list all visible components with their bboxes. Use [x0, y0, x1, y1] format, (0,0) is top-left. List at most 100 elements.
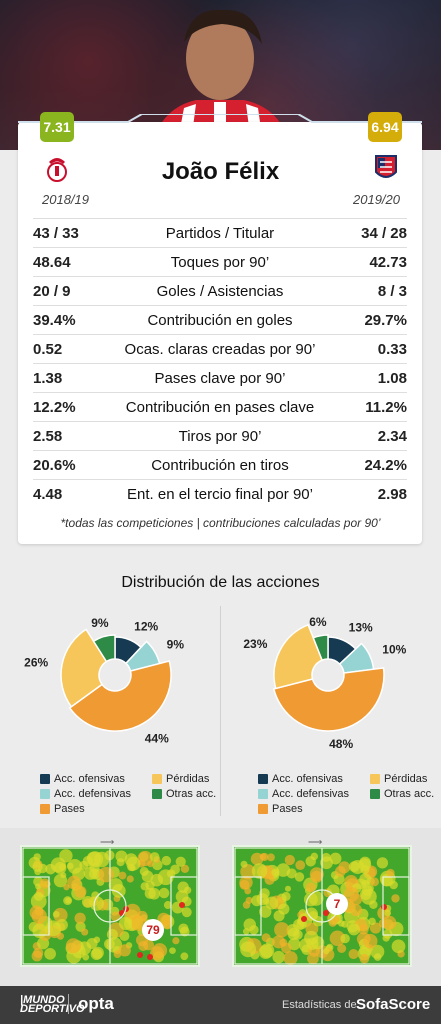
pitch-line [22, 876, 50, 936]
heat-spot [271, 868, 280, 877]
stat-label: Contribución en goles [147, 311, 293, 329]
stat-label: Ent. en el tercio final por 90’ [127, 485, 313, 503]
stat-left: 20 / 9 [33, 282, 71, 300]
heat-spot [166, 869, 176, 878]
heat-spot [118, 916, 133, 931]
slice-label: 6% [309, 615, 327, 629]
stat-row: 48.64 Toques por 90’ 42.73 [33, 247, 407, 276]
heat-spot [106, 928, 118, 941]
heat-spot [272, 950, 285, 964]
heat-spot [370, 877, 380, 887]
heat-spot [44, 948, 56, 960]
heat-spot [349, 893, 362, 906]
heat-spot [295, 860, 306, 871]
heat-spot [126, 875, 134, 883]
heat-spot [348, 949, 359, 960]
stat-left: 0.52 [33, 340, 63, 358]
heat-spot [359, 856, 371, 869]
heat-spot [284, 854, 296, 866]
stat-row: 20.6% Contribución en tiros 24.2% [33, 450, 407, 479]
player-name: João Félix [161, 158, 280, 185]
slice-label: 44% [145, 731, 169, 745]
heat-spot [161, 855, 172, 866]
heat-spot [278, 903, 290, 915]
heat-spot [148, 887, 161, 900]
stat-right: 29.7% [364, 311, 407, 329]
heat-spot [240, 860, 248, 868]
heat-spot [274, 922, 290, 938]
heat-spot [179, 926, 190, 937]
legend-label: Acc. defensivas [272, 788, 350, 800]
pitch-line [93, 889, 127, 923]
heat-spot [52, 910, 60, 918]
heat-spot [63, 896, 73, 906]
footnote: *todas las competiciones | contribucione… [60, 516, 381, 530]
heat-spot [264, 874, 275, 885]
heat-spot [150, 946, 165, 961]
heat-spot [261, 933, 271, 943]
legend-swatch [258, 804, 268, 814]
heat-spot [169, 947, 176, 955]
stat-label: Goles / Asistencias [156, 282, 284, 300]
heat-spot [347, 923, 360, 936]
heat-spot [74, 885, 87, 898]
heat-spot [244, 887, 252, 895]
legend-swatch [370, 789, 380, 799]
heat-hotspot [179, 902, 185, 908]
legend-swatch [152, 789, 162, 799]
stat-label: Contribución en pases clave [125, 398, 315, 416]
heat-spot [158, 887, 170, 899]
heat-spot [323, 947, 330, 955]
legend-label: Pases [54, 803, 85, 815]
heat-spot [304, 930, 319, 946]
heat-spot [180, 864, 190, 874]
legend-swatch [40, 804, 50, 814]
heat-spot [118, 871, 127, 880]
heat-spot [258, 945, 273, 960]
stats-card [18, 114, 422, 544]
heat-spot [31, 908, 47, 924]
heat-spot [384, 909, 391, 917]
legend-item-perdidas: Pérdidas [370, 773, 427, 785]
heat-spot [79, 860, 89, 870]
pie-chart-right: 13% 10% 48% 23% 6% [243, 615, 406, 751]
slice-pases [68, 660, 172, 732]
heat-spot [175, 856, 186, 867]
slice-label: 26% [24, 655, 48, 669]
heatmap-right: 7 [232, 845, 412, 967]
stat-left: 43 / 33 [33, 224, 79, 242]
heat-hotspot [301, 916, 307, 922]
divider [220, 606, 221, 816]
heatmap-canvas [22, 847, 198, 965]
stat-row: 39.4% Contribución en goles 29.7% [33, 305, 407, 334]
stat-right: 34 / 28 [361, 224, 407, 242]
heat-spot [240, 941, 257, 958]
heat-spot [181, 907, 192, 918]
heatmap-canvas [234, 847, 410, 965]
legend-swatch [152, 774, 162, 784]
season-right: 2019/20 [353, 192, 400, 207]
heat-spot [382, 915, 397, 930]
pitch-line [170, 876, 198, 936]
heat-spot [65, 938, 81, 954]
legend-swatch [258, 789, 268, 799]
heat-spot [240, 864, 256, 880]
heat-spot [81, 896, 94, 908]
heat-spot [321, 852, 331, 862]
heat-hotspot [147, 954, 153, 960]
legend-label: Pérdidas [166, 773, 210, 785]
stat-left: 12.2% [33, 398, 76, 416]
legend-item-pases: Pases [40, 803, 85, 815]
slice-otras [312, 634, 329, 662]
slice-label: 9% [91, 616, 109, 630]
heat-spot [149, 852, 160, 862]
stat-right: 8 / 3 [377, 282, 407, 300]
stat-right: 2.34 [377, 427, 407, 445]
stat-right: 1.08 [377, 369, 407, 387]
heat-spot [333, 916, 340, 923]
heat-spot [31, 950, 43, 962]
legend-item-defensivas: Acc. defensivas [40, 788, 131, 800]
heat-spot [140, 882, 149, 891]
heat-spot [150, 873, 164, 887]
sofascore-logo: SofaScore [356, 996, 431, 1013]
